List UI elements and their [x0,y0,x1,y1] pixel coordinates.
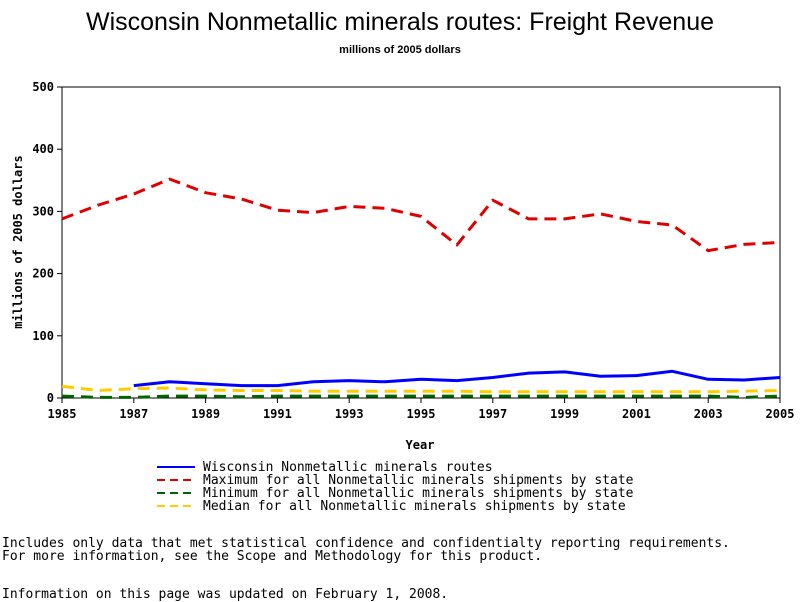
plot-frame [61,86,781,399]
x-tick-label: 1997 [478,407,507,421]
x-tick-label: 1989 [191,407,220,421]
series-line-maximum [61,177,781,253]
series-line-minimum [61,394,781,399]
x-tick-label: 1991 [263,407,292,421]
series-line-median [61,384,781,394]
chart-title: Wisconsin Nonmetallic minerals routes: F… [86,8,714,36]
legend-label-median: Median for all Nonmetallic minerals ship… [203,499,626,514]
y-tick-label: 400 [32,142,54,156]
ticks-layer: 1985 1987 1989 1991 1993 1995 1997 1999 2001 2003… [32,80,794,421]
y-tick-label: 300 [32,204,54,218]
x-tick-label: 2005 [766,407,795,421]
footnote-confidence: Includes only data that met statistical … [2,536,730,551]
x-tick-label: 1995 [407,407,436,421]
y-tick-label: 500 [32,80,54,94]
footnote-methodology: For more information, see the Scope and … [2,549,543,564]
legend-label-wisconsin-routes: Wisconsin Nonmetallic minerals routes [203,460,493,475]
x-axis-label: Year [406,438,435,452]
series-layer [61,177,781,399]
x-tick-label: 2003 [694,407,723,421]
x-tick-label: 1987 [119,407,148,421]
x-tick-label: 1999 [550,407,579,421]
y-tick-label: 200 [32,267,54,281]
footnote-updated: Information on this page was updated on … [2,587,449,602]
legend: Wisconsin Nonmetallic minerals routesMax… [157,460,634,514]
x-tick-label: 1993 [335,407,364,421]
y-tick-label: 100 [32,329,54,343]
y-tick-label: 0 [47,391,54,405]
legend-label-maximum: Maximum for all Nonmetallic minerals shi… [203,473,634,488]
x-tick-label: 2001 [622,407,651,421]
y-axis-label: millions of 2005 dollars [11,155,25,328]
legend-label-minimum: Minimum for all Nonmetallic minerals shi… [203,486,634,501]
series-line-wisconsin-routes [133,369,781,388]
x-tick-label: 1985 [48,407,77,421]
chart-subtitle: millions of 2005 dollars [339,44,461,56]
